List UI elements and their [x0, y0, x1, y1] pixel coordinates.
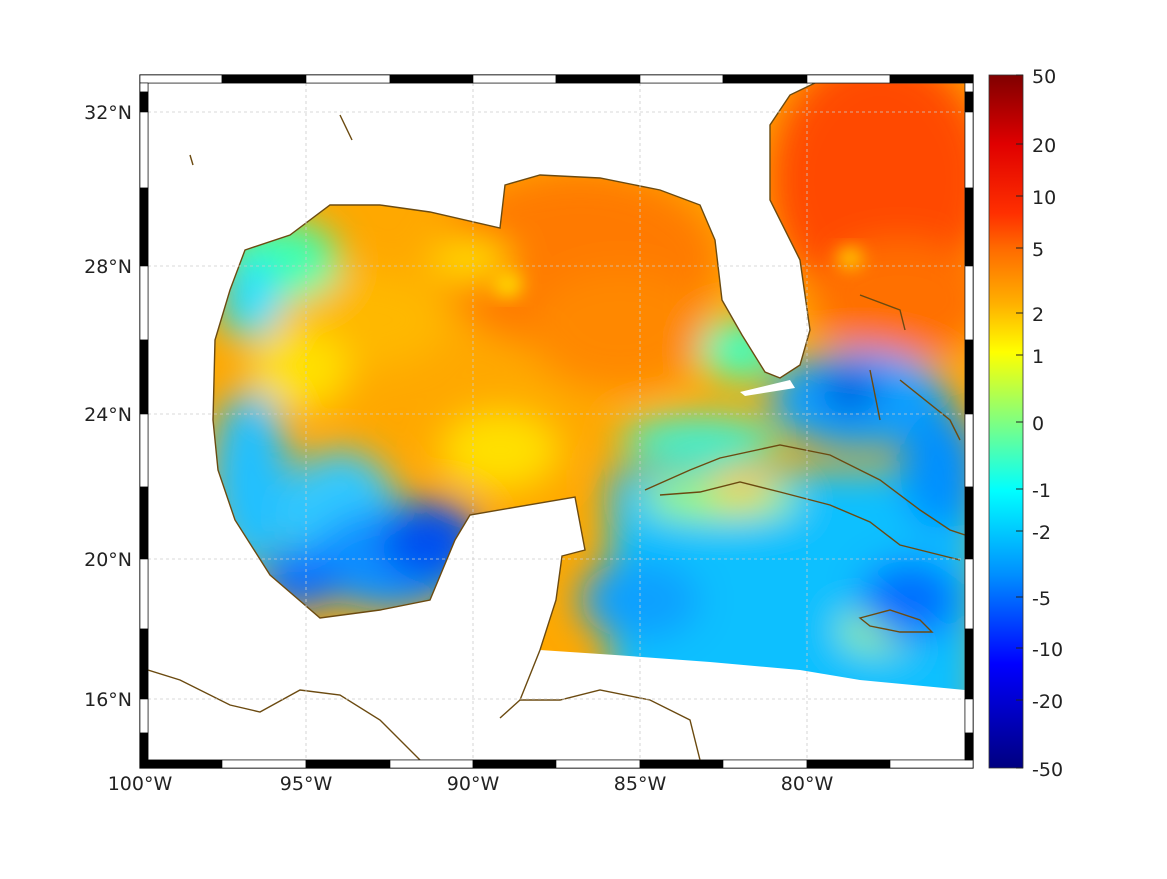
colorbar-tick-label: -1 [1032, 480, 1051, 502]
frame-segment [305, 74, 391, 84]
frame-segment [139, 558, 149, 630]
colorbar-tick-label: 0 [1032, 413, 1044, 435]
frame-segment [806, 759, 891, 769]
frame-segment [139, 486, 149, 560]
land-mexico-central-america [148, 340, 965, 760]
colorbar-tick-label: -10 [1032, 639, 1063, 661]
frame-segment [964, 486, 974, 560]
frame-segment [889, 759, 974, 769]
x-tick-label: 85°W [614, 773, 667, 795]
y-axis: 32°N 28°N 24°N 20°N 16°N [84, 102, 132, 711]
jamaica-coast [858, 609, 934, 633]
x-tick-label: 100°W [108, 773, 173, 795]
colorbar-tick-label: 2 [1032, 304, 1044, 326]
frame-segment [889, 74, 974, 84]
frame-segment [139, 759, 223, 769]
frame-segment [964, 558, 974, 630]
frame-segment [964, 111, 974, 189]
colorbar-tick-label: -50 [1032, 759, 1063, 781]
colorbar-tick-label: 10 [1032, 187, 1056, 209]
frame-segment [139, 265, 149, 341]
coastlines [148, 83, 965, 760]
frame-segment [964, 628, 974, 700]
y-tick-label: 24°N [84, 404, 132, 426]
frame-segment [964, 698, 974, 734]
frame-segment [964, 265, 974, 341]
x-axis: 100°W 95°W 90°W 85°W 80°W [108, 773, 834, 795]
grid-lines [148, 83, 965, 760]
frame-segment [639, 74, 724, 84]
frame-segment [139, 91, 149, 113]
frame-segment [139, 698, 149, 734]
frame-segment [389, 759, 474, 769]
frame-segment [639, 759, 724, 769]
colorbar-tick-label: -20 [1032, 691, 1063, 713]
frame-segment [389, 74, 474, 84]
frame-segment [139, 339, 149, 415]
land-north-america [148, 83, 815, 378]
frame-segment [472, 74, 557, 84]
x-tick-label: 90°W [447, 773, 500, 795]
colorbar-tick-label: -5 [1032, 588, 1051, 610]
frame-segment [139, 82, 149, 93]
frame-segment [722, 759, 808, 769]
frame-segment [964, 82, 974, 93]
frame-segment [139, 628, 149, 700]
frame-segment [139, 187, 149, 267]
frame-segment [139, 74, 223, 84]
frame-segment [964, 339, 974, 415]
frame-segment [472, 759, 557, 769]
frame-segment [722, 74, 808, 84]
land-florida-keys [740, 380, 795, 396]
frame-segment [305, 759, 391, 769]
colorbar-tick-label: 20 [1032, 135, 1056, 157]
map-frame [139, 74, 974, 769]
frame-segment [964, 91, 974, 113]
x-tick-label: 80°W [781, 773, 834, 795]
cuba-coast [644, 444, 965, 561]
colorbar-tick-label: 50 [1032, 66, 1056, 88]
y-tick-label: 32°N [84, 102, 132, 124]
frame-segment [555, 74, 641, 84]
frame-segment [221, 759, 307, 769]
bahamas-coast [859, 294, 961, 441]
frame-segment [806, 74, 891, 84]
colorbar-tick-label: 5 [1032, 239, 1044, 261]
frame-segment [139, 732, 149, 761]
y-tick-label: 28°N [84, 256, 132, 278]
frame-segment [221, 74, 307, 84]
colorbar-tick-label: -2 [1032, 522, 1051, 544]
frame-segment [139, 413, 149, 488]
frame-segment [555, 759, 641, 769]
frame-segment [964, 732, 974, 761]
y-tick-label: 16°N [84, 689, 132, 711]
y-tick-label: 20°N [84, 549, 132, 571]
colorbar-tick-label: 1 [1032, 346, 1044, 368]
frame-segment [964, 187, 974, 267]
frame-segment [964, 413, 974, 488]
data-field [148, 83, 965, 760]
x-tick-label: 95°W [280, 773, 333, 795]
frame-segment [139, 111, 149, 189]
